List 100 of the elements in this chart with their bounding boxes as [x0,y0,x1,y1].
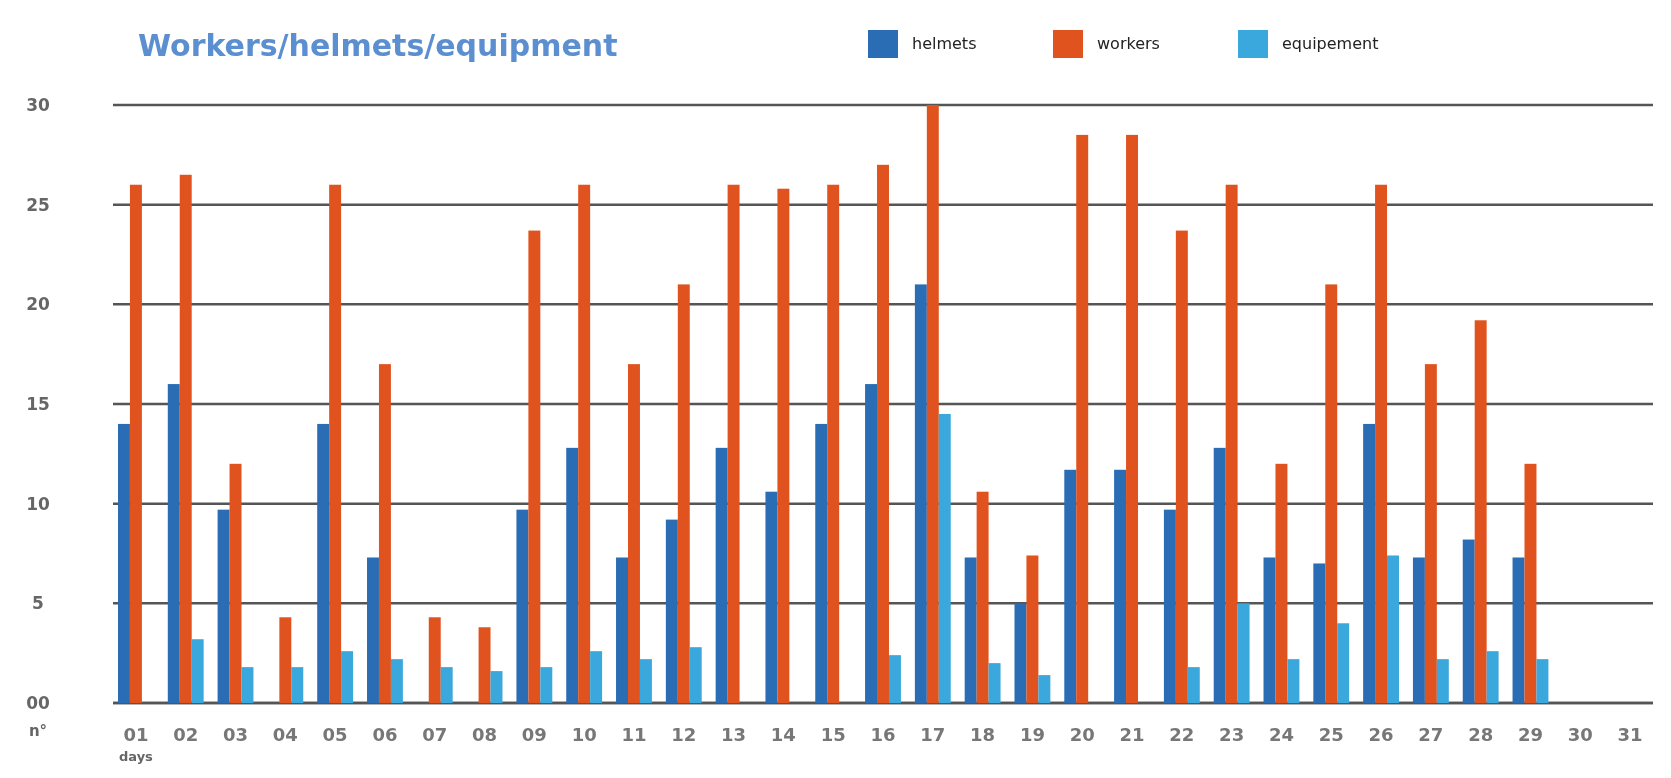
bar [765,491,778,703]
bar [976,491,989,703]
bar [1412,557,1425,703]
bar [1114,469,1127,703]
x-tick-label: 16 [870,724,896,745]
bar [540,667,553,703]
x-tick-label: 22 [1169,724,1195,745]
x-tick-label: 08 [472,724,498,745]
bar [1462,539,1475,703]
y-tick-label: 20 [26,294,50,315]
bar [440,667,453,703]
bar [1424,364,1437,703]
bar [715,447,728,703]
legend-label: helmets [912,34,977,53]
bar [938,413,951,703]
bar [815,423,828,703]
x-tick-label: 01 [123,724,149,745]
y-tick-label: 10 [26,493,50,514]
x-tick-label: 06 [372,724,398,745]
bar [191,639,204,703]
bar [1076,134,1089,703]
bar [1387,555,1399,703]
x-tick-label: 09 [521,724,547,745]
bar [129,184,142,703]
bar [1337,623,1350,703]
bar [378,364,391,703]
bar [865,384,878,703]
bar [516,509,529,703]
bar [926,105,939,703]
bar [1536,659,1549,703]
bar [217,509,230,703]
x-tick-label: 07 [422,724,448,745]
y-tick-label: 30 [26,94,50,115]
bar [639,659,652,703]
bar [1163,509,1176,703]
bar [1038,675,1051,703]
bar [777,188,790,703]
x-tick-label: 30 [1567,724,1593,745]
bar [1213,447,1226,703]
bar [988,663,1001,703]
bar [578,184,591,703]
x-tick-label: 14 [770,724,796,745]
x-tick-label: 20 [1069,724,1095,745]
bar [428,617,441,703]
x-tick-label: 27 [1418,724,1444,745]
x-tick-label: 03 [222,724,249,745]
bar [689,647,702,703]
x-tick-label: 17 [920,724,946,745]
x-tick-label: 11 [621,724,647,745]
y-tick-label: 15 [26,393,50,414]
x-tick-label: 13 [721,724,747,745]
bar [317,423,330,703]
bar [390,659,403,703]
bar [1126,134,1138,703]
x-tick-label: 31 [1617,724,1643,745]
y-axis-title: n° [28,722,48,740]
bar [1325,284,1338,703]
x-tick-label: 26 [1368,724,1394,745]
legend-label: workers [1097,34,1160,53]
bar [1287,659,1300,703]
chart-title: Workers/helmets/equipment [138,28,618,63]
x-tick-label: 24 [1268,724,1294,745]
y-tick-label: 00 [26,692,50,713]
bar [279,617,292,703]
x-tick-label: 29 [1517,724,1544,745]
x-tick-label: 25 [1318,724,1344,745]
y-tick-label: 25 [26,194,50,215]
bar [1436,659,1449,703]
x-tick-label: 18 [970,724,996,745]
bar [877,164,889,703]
bar [1014,603,1027,703]
bar [1237,603,1250,703]
bar [914,284,927,703]
x-tick-label: 15 [820,724,846,745]
bar [329,184,342,703]
x-tick-label: 04 [272,724,298,745]
bar [1512,557,1525,703]
bar [1486,651,1499,703]
bar [1275,463,1288,703]
bar [566,447,579,703]
bar [367,557,379,703]
bar [665,519,678,703]
bar [528,230,541,703]
bar [291,667,304,703]
bar [1064,469,1077,703]
bar [490,671,503,703]
bar [964,557,977,703]
bar [1225,184,1238,703]
y-tick-label: 5 [32,593,44,614]
x-tick-label: 02 [173,724,199,745]
bar [1175,230,1188,703]
x-tick-label: 05 [322,724,348,745]
x-tick-label: 10 [571,724,597,745]
bar [1313,563,1326,703]
bar [616,557,628,703]
bar [478,627,491,703]
bar [167,384,180,703]
bar [627,364,640,703]
bar [1524,463,1537,703]
bar [1474,320,1487,703]
